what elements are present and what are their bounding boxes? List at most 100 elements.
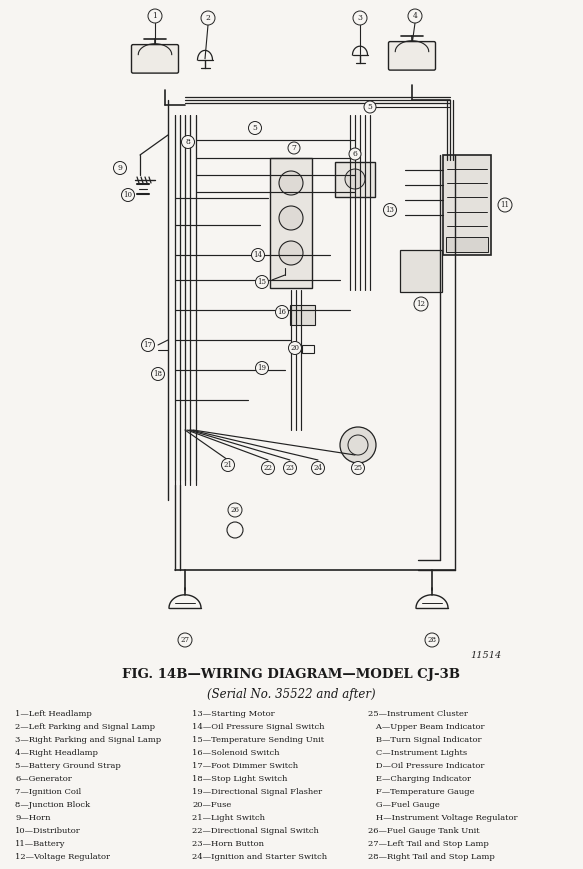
Text: 18—Stop Light Switch: 18—Stop Light Switch bbox=[192, 775, 287, 783]
Text: 24: 24 bbox=[314, 464, 322, 472]
Text: 26: 26 bbox=[230, 506, 240, 514]
Text: 10—Distributor: 10—Distributor bbox=[15, 827, 81, 835]
Text: 10: 10 bbox=[124, 191, 132, 199]
Text: (Serial No. 35522 and after): (Serial No. 35522 and after) bbox=[207, 688, 376, 701]
Text: 7—Ignition Coil: 7—Ignition Coil bbox=[15, 788, 81, 796]
Text: 2: 2 bbox=[206, 14, 210, 22]
Bar bbox=[443, 155, 491, 255]
Text: 3: 3 bbox=[357, 14, 363, 22]
Circle shape bbox=[311, 461, 325, 474]
Text: 7: 7 bbox=[292, 144, 296, 152]
Text: B—Turn Signal Indicator: B—Turn Signal Indicator bbox=[368, 736, 482, 744]
Text: 28: 28 bbox=[427, 636, 437, 644]
Circle shape bbox=[408, 9, 422, 23]
Circle shape bbox=[152, 368, 164, 381]
Text: 19: 19 bbox=[258, 364, 266, 372]
Circle shape bbox=[384, 203, 396, 216]
Text: 5: 5 bbox=[252, 124, 258, 132]
Bar bbox=[335, 162, 375, 197]
Circle shape bbox=[425, 633, 439, 647]
Text: 16—Solenoid Switch: 16—Solenoid Switch bbox=[192, 749, 279, 757]
Text: C—Instrument Lights: C—Instrument Lights bbox=[368, 749, 467, 757]
Text: 12: 12 bbox=[416, 300, 426, 308]
Text: 22: 22 bbox=[264, 464, 272, 472]
Text: 6—Generator: 6—Generator bbox=[15, 775, 72, 783]
Text: 11: 11 bbox=[500, 201, 510, 209]
Text: 22—Directional Signal Switch: 22—Directional Signal Switch bbox=[192, 827, 319, 835]
Text: 4—Right Headlamp: 4—Right Headlamp bbox=[15, 749, 98, 757]
Circle shape bbox=[251, 249, 265, 262]
Text: 15: 15 bbox=[258, 278, 266, 286]
Text: 27—Left Tail and Stop Lamp: 27—Left Tail and Stop Lamp bbox=[368, 840, 489, 848]
Text: 17: 17 bbox=[143, 341, 153, 349]
Circle shape bbox=[414, 297, 428, 311]
Text: 9: 9 bbox=[118, 164, 122, 172]
Circle shape bbox=[228, 503, 242, 517]
Circle shape bbox=[289, 342, 301, 355]
Text: 11—Battery: 11—Battery bbox=[15, 840, 65, 848]
Text: 11514: 11514 bbox=[470, 651, 501, 660]
Circle shape bbox=[498, 198, 512, 212]
Text: H—Instrument Voltage Regulator: H—Instrument Voltage Regulator bbox=[368, 814, 518, 822]
Text: 2—Left Parking and Signal Lamp: 2—Left Parking and Signal Lamp bbox=[15, 723, 155, 731]
Bar bbox=[270, 158, 312, 288]
Bar bbox=[302, 345, 314, 353]
Text: 21: 21 bbox=[223, 461, 233, 469]
Text: 13—Starting Motor: 13—Starting Motor bbox=[192, 710, 275, 718]
Text: 15—Temperature Sending Unit: 15—Temperature Sending Unit bbox=[192, 736, 324, 744]
Text: G—Fuel Gauge: G—Fuel Gauge bbox=[368, 801, 440, 809]
Circle shape bbox=[340, 427, 376, 463]
Circle shape bbox=[248, 122, 262, 135]
Circle shape bbox=[349, 148, 361, 160]
Circle shape bbox=[288, 142, 300, 154]
Circle shape bbox=[276, 306, 289, 319]
Bar bbox=[400, 250, 442, 292]
Text: 3—Right Parking and Signal Lamp: 3—Right Parking and Signal Lamp bbox=[15, 736, 161, 744]
Text: 13: 13 bbox=[385, 206, 395, 214]
Text: 14: 14 bbox=[254, 251, 262, 259]
FancyBboxPatch shape bbox=[132, 44, 178, 73]
Text: 8: 8 bbox=[185, 138, 191, 146]
Text: D—Oil Pressure Indicator: D—Oil Pressure Indicator bbox=[368, 762, 484, 770]
Circle shape bbox=[255, 362, 269, 375]
Text: 4: 4 bbox=[413, 12, 417, 20]
Text: 8—Junction Block: 8—Junction Block bbox=[15, 801, 90, 809]
Circle shape bbox=[283, 461, 297, 474]
Text: A—Upper Beam Indicator: A—Upper Beam Indicator bbox=[368, 723, 484, 731]
Text: 12—Voltage Regulator: 12—Voltage Regulator bbox=[15, 853, 110, 861]
Text: 26—Fuel Gauge Tank Unit: 26—Fuel Gauge Tank Unit bbox=[368, 827, 480, 835]
Text: 25—Instrument Cluster: 25—Instrument Cluster bbox=[368, 710, 468, 718]
Bar bbox=[446, 237, 488, 252]
Text: 21—Light Switch: 21—Light Switch bbox=[192, 814, 265, 822]
Text: 24—Ignition and Starter Switch: 24—Ignition and Starter Switch bbox=[192, 853, 327, 861]
Text: 16: 16 bbox=[278, 308, 286, 316]
Circle shape bbox=[279, 241, 303, 265]
Text: 28—Right Tail and Stop Lamp: 28—Right Tail and Stop Lamp bbox=[368, 853, 495, 861]
Circle shape bbox=[201, 11, 215, 25]
Text: 23—Horn Button: 23—Horn Button bbox=[192, 840, 264, 848]
Text: 20: 20 bbox=[290, 344, 300, 352]
Circle shape bbox=[279, 171, 303, 195]
Circle shape bbox=[222, 459, 234, 472]
Text: 17—Foot Dimmer Switch: 17—Foot Dimmer Switch bbox=[192, 762, 298, 770]
Circle shape bbox=[148, 9, 162, 23]
Text: 20—Fuse: 20—Fuse bbox=[192, 801, 231, 809]
Circle shape bbox=[181, 136, 195, 149]
Circle shape bbox=[255, 275, 269, 289]
Text: 23: 23 bbox=[286, 464, 294, 472]
Circle shape bbox=[178, 633, 192, 647]
Bar bbox=[290, 305, 315, 325]
Circle shape bbox=[345, 169, 365, 189]
Circle shape bbox=[142, 339, 154, 351]
Text: 1—Left Headlamp: 1—Left Headlamp bbox=[15, 710, 92, 718]
Circle shape bbox=[352, 461, 364, 474]
Text: F—Temperature Gauge: F—Temperature Gauge bbox=[368, 788, 475, 796]
Circle shape bbox=[114, 162, 127, 175]
Text: FIG. 14B—WIRING DIAGRAM—MODEL CJ-3B: FIG. 14B—WIRING DIAGRAM—MODEL CJ-3B bbox=[122, 668, 461, 681]
Text: 25: 25 bbox=[353, 464, 363, 472]
Circle shape bbox=[262, 461, 275, 474]
Text: 14—Oil Pressure Signal Switch: 14—Oil Pressure Signal Switch bbox=[192, 723, 325, 731]
Text: 5—Battery Ground Strap: 5—Battery Ground Strap bbox=[15, 762, 121, 770]
FancyBboxPatch shape bbox=[388, 42, 436, 70]
Text: E—Charging Indicator: E—Charging Indicator bbox=[368, 775, 471, 783]
